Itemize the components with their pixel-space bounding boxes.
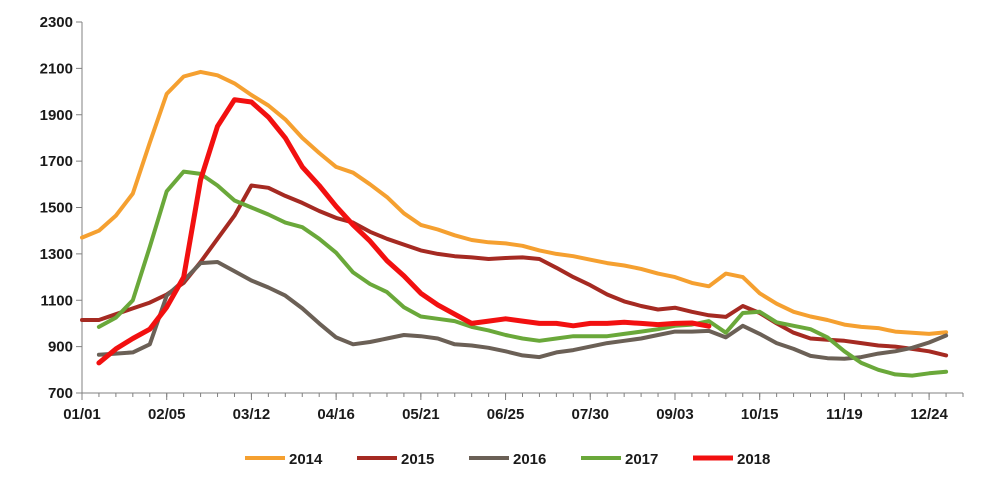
y-tick-label: 1900 [40, 107, 73, 124]
legend-label-2016: 2016 [513, 451, 546, 468]
y-tick-label: 1100 [40, 292, 73, 309]
x-tick-label: 07/30 [571, 406, 609, 423]
y-tick-label: 900 [48, 339, 73, 356]
y-tick-label: 2300 [40, 14, 73, 31]
x-tick-label: 04/16 [317, 406, 355, 423]
x-tick-label: 10/15 [741, 406, 779, 423]
x-tick-label: 06/25 [487, 406, 525, 423]
y-axis: 700 900 1100 1300 1500 1700 1900 2100 2300 [40, 14, 83, 402]
y-tick-label: 1500 [40, 200, 73, 217]
legend-label-2014: 2014 [289, 451, 323, 468]
y-tick-label: 2100 [40, 60, 73, 77]
series-line-2016 [96, 260, 949, 361]
x-tick-label: 05/21 [402, 406, 440, 423]
y-tick-label: 1700 [40, 153, 73, 170]
x-tick-label: 02/05 [148, 406, 186, 423]
x-tick-label: 01/01 [63, 406, 101, 423]
series-line-2014 [80, 69, 949, 336]
x-axis: 01/01 02/05 03/12 04/16 05/21 06/25 07/30 09/03… [63, 392, 964, 423]
x-tick-label: 11/19 [826, 406, 863, 423]
x-tick-label: 09/03 [656, 406, 694, 423]
legend-label-2015: 2015 [401, 451, 434, 468]
y-tick-label: 1300 [40, 246, 73, 263]
y-tick-label: 700 [48, 385, 73, 402]
legend-label-2017: 2017 [625, 451, 658, 468]
series-line-2015 [80, 183, 949, 358]
series-line-2017 [96, 169, 949, 378]
series-line-2018 [96, 97, 712, 366]
x-tick-label: 12/24 [910, 406, 948, 423]
x-tick-label: 03/12 [233, 406, 271, 423]
legend: 2014 2015 2016 2017 2018 [245, 451, 770, 468]
legend-label-2018: 2018 [737, 451, 770, 468]
series-layer [80, 69, 949, 378]
